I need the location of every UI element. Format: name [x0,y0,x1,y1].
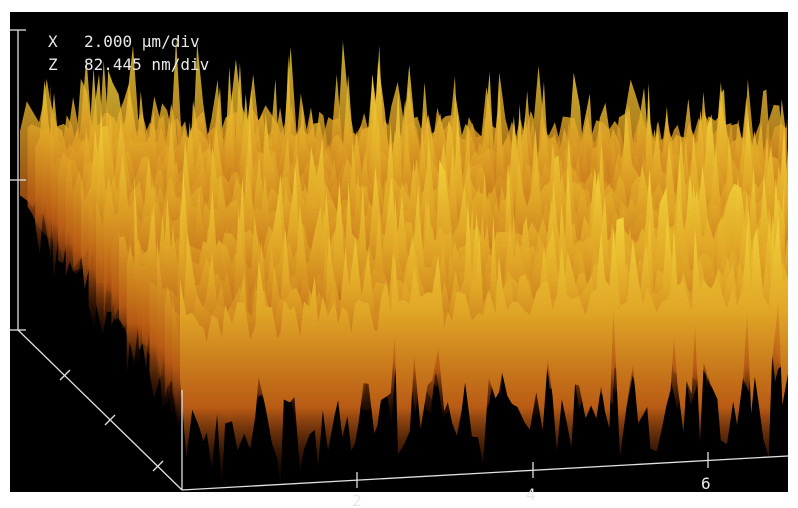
x-tick-label: 2 [352,491,362,508]
z-scale-axis: Z [48,55,58,74]
x-tick-label: 6 [701,474,711,493]
x-axis [181,455,789,491]
surface [20,38,788,491]
x-scale-value: 2.000 µm/div [84,32,200,51]
y-tick [152,460,164,472]
y-tick [104,414,116,426]
surface-ridge [180,215,788,491]
z-scale-value: 82.445 nm/div [84,55,209,74]
y-axis [17,329,183,491]
y-tick [59,369,71,381]
x-tick-label: 4 [526,485,536,504]
axes [10,29,789,491]
x-scale-axis: X [48,32,58,51]
